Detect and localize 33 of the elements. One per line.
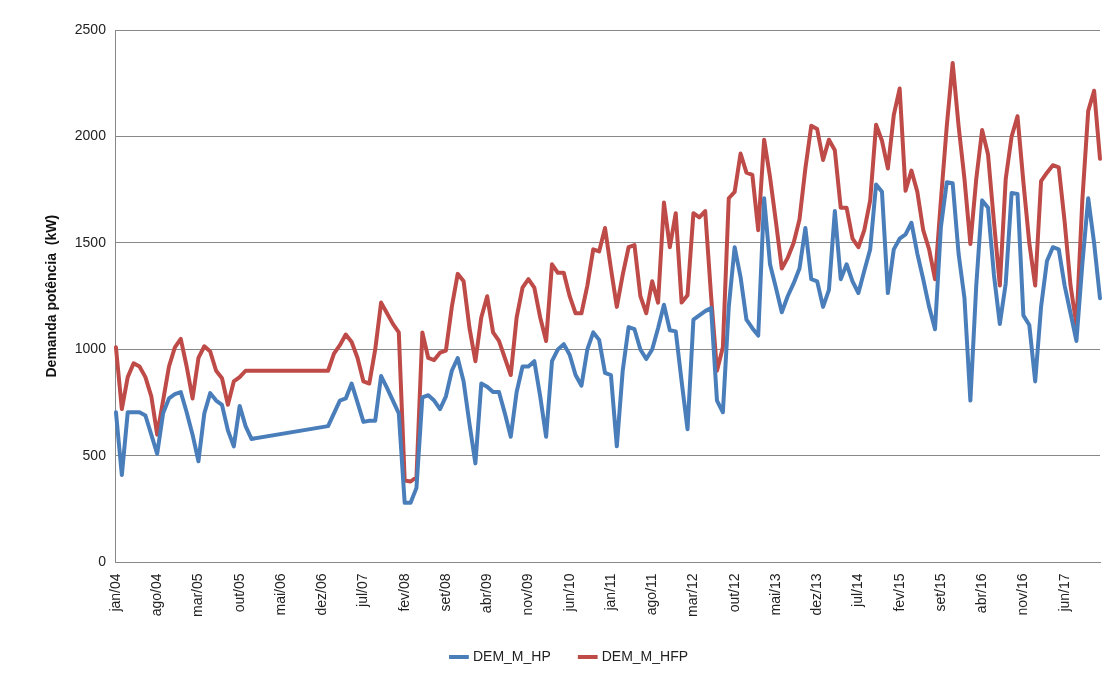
x-tick-label: abr/09 [478,573,495,614]
x-tick-label: dez/13 [808,573,825,616]
x-tick-label: set/08 [436,573,453,612]
x-tick-label: mar/12 [684,573,701,618]
y-tick-label: 0 [98,553,107,570]
y-tick-label: 2000 [74,127,107,144]
x-tick-label: out/12 [725,573,742,613]
legend-label: DEM_M_HP [472,647,551,664]
x-tick-label: mai/13 [766,573,783,616]
x-tick-label: jan/11 [601,573,618,612]
y-tick-label: 500 [82,446,107,463]
x-tick-label: mai/06 [271,573,288,616]
x-tick-label: set/15 [931,573,948,612]
x-tick-label: jul/14 [849,573,866,608]
y-tick-label: 2500 [74,20,107,37]
x-tick-label: nov/09 [519,573,536,616]
legend-label: DEM_M_HFP [601,647,689,664]
x-tick-label: dez/06 [313,573,330,616]
x-tick-label: fev/08 [395,573,412,612]
x-tick-label: jan/04 [106,573,123,613]
x-tick-label: ago/11 [643,573,660,616]
x-tick-label: nov/16 [1014,573,1031,616]
x-tick-label: jul/07 [354,573,371,608]
x-tick-label: ago/04 [148,573,165,617]
x-tick-label: jun/10 [560,573,577,613]
x-tick-label: abr/16 [973,573,990,614]
y-tick-label: 1500 [74,233,107,250]
x-tick-label: jun/17 [1055,573,1072,613]
x-tick-label: mar/05 [189,573,206,618]
x-tick-label: fev/15 [890,573,907,612]
x-tick-label: out/05 [230,573,247,613]
y-axis-title: Demanda potência (kW) [43,214,60,378]
y-tick-label: 1000 [74,340,107,357]
